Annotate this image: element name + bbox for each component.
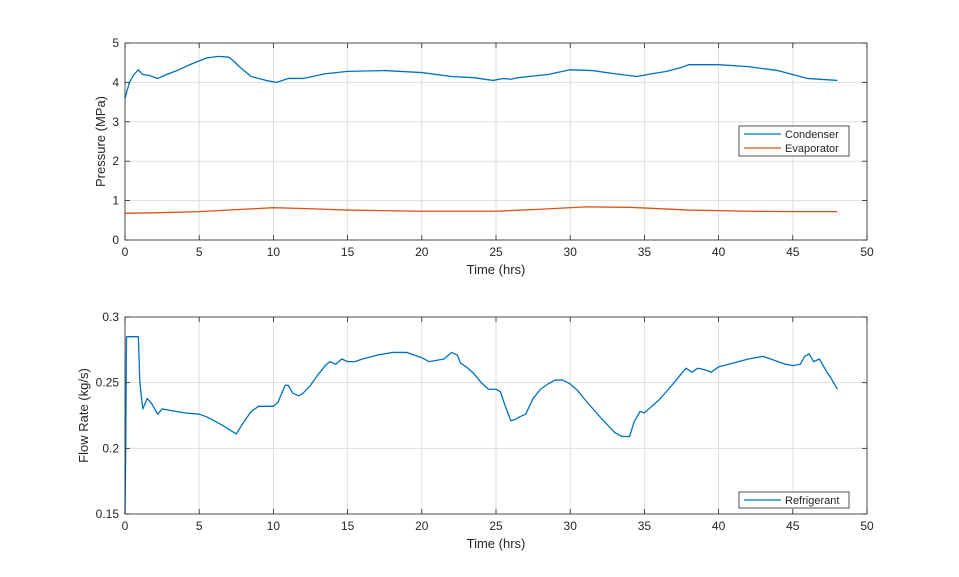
x-tick-label: 40 — [712, 519, 726, 533]
y-tick-label: 5 — [112, 36, 119, 50]
legend: Condenser Evaporator — [738, 125, 850, 157]
x-tick-label: 50 — [860, 245, 874, 259]
y-tick-label: 1 — [112, 194, 119, 208]
legend-box — [738, 125, 850, 157]
legend: Refrigerant — [738, 491, 850, 509]
x-tick-label: 35 — [638, 519, 652, 533]
series-line-condenser — [124, 55, 838, 99]
x-tick-label: 45 — [786, 519, 800, 533]
x-tick-label: 5 — [196, 245, 203, 259]
series-line-evaporator — [124, 206, 838, 214]
y-tick-label: 0 — [112, 233, 119, 247]
x-tick-label: 10 — [267, 245, 281, 259]
legend-entry: Evaporator — [785, 143, 839, 155]
legend-entry: Condenser — [785, 129, 839, 141]
y-tick-label: 4 — [112, 75, 119, 89]
legend-entry: Refrigerant — [785, 495, 839, 507]
y-axis-label: Pressure (MPa) — [93, 96, 108, 187]
x-tick-label: 35 — [638, 245, 652, 259]
x-tick-label: 15 — [341, 245, 355, 259]
x-tick-label: 30 — [564, 245, 578, 259]
x-tick-label: 50 — [860, 519, 874, 533]
flow-rate-chart: 0 5 10 15 20 25 30 35 40 45 50 0.15 0.2 0.25 0.3 Time (… — [76, 310, 874, 551]
legend-box — [738, 491, 850, 509]
y-tick-label: 0.2 — [102, 441, 119, 455]
x-axis-label: Time (hrs) — [467, 536, 526, 551]
x-tick-label: 15 — [341, 519, 355, 533]
x-tick-label: 0 — [122, 245, 129, 259]
series-line-refrigerant — [124, 336, 838, 515]
x-tick-label: 25 — [489, 519, 503, 533]
x-axis-label: Time (hrs) — [467, 262, 526, 277]
x-tick-label: 45 — [786, 245, 800, 259]
x-tick-label: 25 — [489, 245, 503, 259]
x-tick-label: 5 — [196, 519, 203, 533]
y-tick-label: 0.15 — [96, 507, 120, 521]
y-tick-label: 0.3 — [102, 310, 119, 324]
y-tick-label: 2 — [112, 154, 119, 168]
x-tick-label: 30 — [564, 519, 578, 533]
y-tick-label: 3 — [112, 115, 119, 129]
x-tick-label: 10 — [267, 519, 281, 533]
y-tick-label: 0.25 — [96, 376, 120, 390]
y-axis-label: Flow Rate (kg/s) — [76, 368, 91, 463]
x-tick-label: 0 — [122, 519, 129, 533]
x-tick-label: 40 — [712, 245, 726, 259]
x-tick-label: 20 — [415, 245, 429, 259]
x-tick-label: 20 — [415, 519, 429, 533]
